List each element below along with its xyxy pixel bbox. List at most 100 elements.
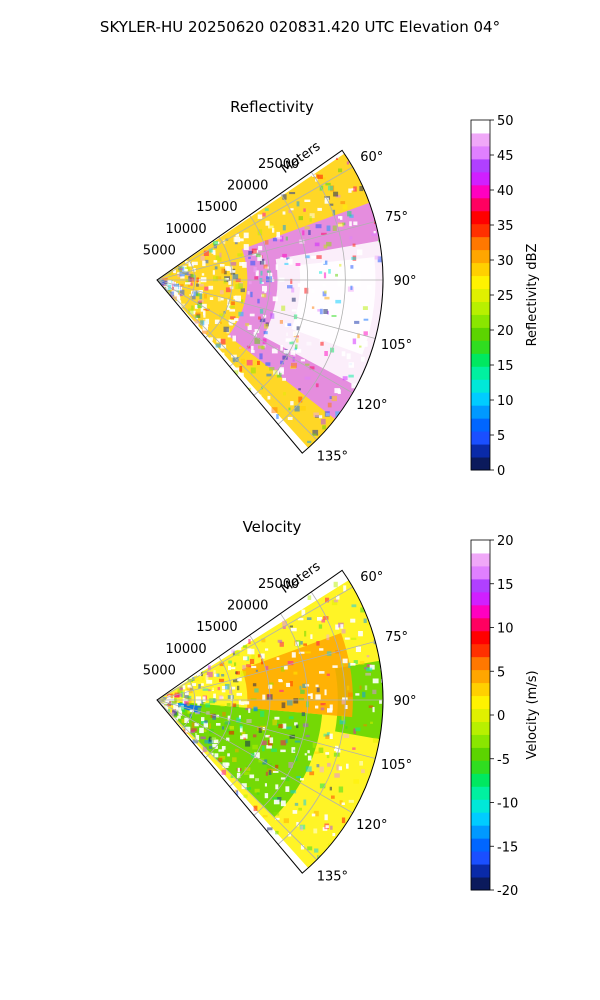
colorbar-tick-label: 20 (497, 534, 514, 549)
echo-gate (305, 255, 310, 259)
colorbar-tick-label: 50 (497, 114, 514, 129)
echo-gate (320, 418, 326, 425)
echo-gate (192, 739, 198, 744)
echo-gate (250, 291, 253, 298)
echo-gate (341, 817, 346, 824)
echo-gate (346, 353, 351, 360)
echo-gate (204, 259, 209, 264)
echo-gate (248, 639, 251, 644)
echo-gate (332, 833, 336, 837)
echo-gate (247, 324, 252, 330)
echo-gate (259, 309, 264, 314)
echo-gate (319, 766, 324, 773)
echo-gate (228, 305, 235, 308)
echo-gate (195, 711, 200, 715)
echo-gate (304, 651, 311, 654)
echo-gate (265, 362, 271, 366)
echo-gate (215, 343, 221, 348)
echo-gate (246, 664, 252, 668)
echo-gate (262, 745, 265, 752)
echo-gate (232, 757, 237, 762)
echo-gate (298, 396, 303, 403)
echo-gate (252, 744, 258, 750)
echo-gate (219, 662, 225, 667)
echo-gate (374, 255, 380, 260)
echo-gate (229, 309, 236, 312)
echo-gate (235, 284, 239, 290)
echo-gate (273, 799, 280, 805)
echo-gate (162, 280, 168, 285)
echo-gate (191, 305, 194, 311)
echo-gate (304, 226, 310, 230)
reflectivity-colorbar: 0 5 10 15 20 25 30 35 40 45 50 (470, 114, 514, 479)
colorbar-swatch (471, 591, 490, 606)
echo-gate (186, 703, 190, 706)
echo-gate (328, 304, 334, 310)
echo-gate (272, 296, 278, 302)
echo-gate (268, 682, 274, 686)
echo-gate (328, 185, 334, 191)
echo-gate (195, 696, 201, 702)
echo-gate (333, 752, 340, 757)
colorbar-swatch (471, 630, 490, 645)
echo-gate (268, 684, 273, 689)
echo-gate (285, 236, 288, 241)
echo-gate (316, 641, 320, 646)
echo-gate (323, 272, 327, 279)
echo-gate (300, 825, 303, 831)
echo-gate (261, 293, 267, 298)
echo-gate (287, 700, 293, 706)
echo-gate (191, 261, 198, 266)
echo-gate (314, 242, 320, 247)
echo-gate (237, 647, 242, 651)
echo-gate (227, 715, 231, 721)
echo-gate (302, 230, 305, 236)
echo-gate (255, 778, 259, 782)
echo-gate (273, 811, 280, 816)
echo-gate (263, 264, 268, 269)
echo-gate (174, 286, 179, 291)
echo-gate (171, 698, 177, 705)
azimuth-tick-label: 90° (393, 274, 416, 289)
echo-gate (215, 276, 222, 280)
echo-gate (303, 208, 306, 212)
echo-gate (219, 252, 222, 258)
echo-gate (244, 767, 251, 771)
echo-gate (363, 318, 369, 321)
echo-gate (300, 359, 305, 362)
echo-gate (314, 751, 320, 754)
echo-gate (305, 363, 310, 366)
echo-gate (197, 703, 200, 706)
echo-gate (324, 814, 328, 821)
echo-gate (179, 289, 185, 296)
echo-gate (202, 323, 209, 327)
echo-gate (254, 688, 259, 693)
echo-gate (336, 595, 340, 600)
echo-gate (182, 685, 186, 690)
echo-gate (254, 276, 259, 280)
echo-gate (212, 270, 215, 275)
echo-gate (294, 722, 298, 726)
echo-gate (240, 288, 245, 293)
echo-gate (280, 749, 286, 753)
echo-gate (233, 237, 238, 242)
colorbar-swatch (471, 695, 490, 710)
colorbar-swatch (471, 223, 490, 238)
echo-gate (279, 320, 283, 324)
echo-gate (335, 624, 340, 630)
echo-gate (186, 687, 193, 694)
echo-gate (362, 344, 367, 347)
echo-gate (288, 716, 294, 720)
echo-gate (341, 802, 345, 805)
echo-gate (203, 293, 207, 299)
echo-gate (264, 323, 269, 329)
echo-gate (248, 708, 251, 713)
echo-gate (210, 685, 214, 691)
range-ring (205, 236, 233, 339)
echo-gate (247, 291, 250, 295)
echo-gate (194, 320, 200, 324)
echo-gate (333, 599, 339, 603)
echo-gate (197, 303, 203, 309)
azimuth-spoke (156, 641, 376, 701)
echo-gate (324, 296, 330, 300)
